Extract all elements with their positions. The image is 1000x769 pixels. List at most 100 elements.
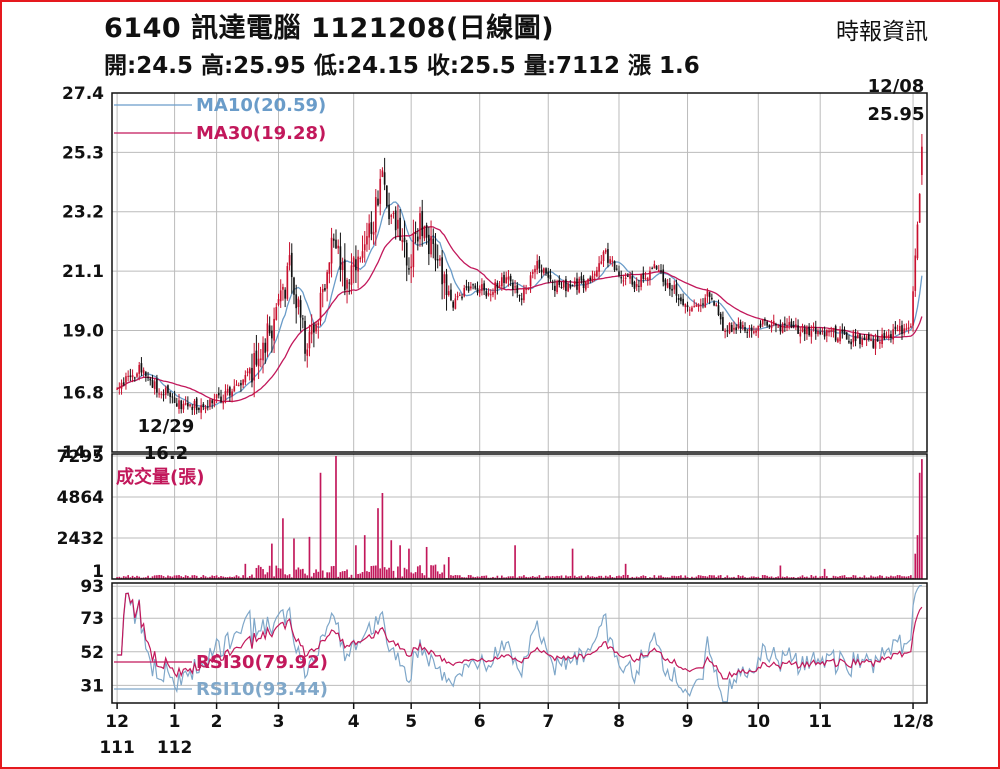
candle [819, 327, 822, 336]
volume-bar [704, 576, 707, 579]
candle [545, 267, 547, 276]
grid-layer [112, 92, 927, 703]
candle [262, 336, 264, 374]
candle [465, 279, 468, 291]
volume-bar [901, 576, 903, 579]
candle [304, 315, 306, 362]
candle [500, 272, 503, 291]
candle [253, 342, 256, 398]
candle [242, 378, 244, 389]
volume-bar [525, 576, 527, 579]
volume-bar [764, 575, 766, 579]
volume-bar [527, 577, 530, 579]
candle [576, 272, 578, 295]
volume-bar [819, 576, 822, 579]
candle [615, 264, 618, 271]
candle [578, 276, 581, 294]
candle [346, 277, 348, 304]
candle [335, 229, 337, 249]
candle [867, 332, 870, 342]
candle [907, 320, 910, 334]
volume-bar [430, 565, 432, 579]
volume-bar [790, 577, 793, 579]
volume-bar [576, 577, 578, 579]
candle [507, 270, 510, 287]
volume-bar [825, 576, 828, 579]
volume-bar [127, 575, 129, 579]
volume-bar [894, 576, 897, 579]
candle [430, 220, 432, 258]
volume-bar [867, 577, 870, 579]
candle [589, 275, 592, 284]
volume-bar [660, 575, 662, 579]
candle [330, 227, 333, 278]
candle [273, 307, 275, 354]
volume-bar [770, 576, 773, 579]
candle [881, 327, 883, 348]
volume-bar [386, 569, 388, 579]
candle [538, 256, 541, 274]
volume-bar [160, 575, 163, 579]
candle [405, 239, 408, 282]
candle [432, 228, 435, 259]
volume-bar [439, 573, 441, 579]
candle [850, 338, 852, 350]
candle [631, 270, 634, 287]
volume-bar [708, 574, 711, 579]
x-year-label: 112 [157, 738, 193, 758]
volume-panel [111, 453, 928, 580]
volume-bar [266, 572, 269, 579]
volume-bar [315, 569, 317, 579]
candle [739, 319, 742, 334]
volume-bar [136, 575, 138, 579]
candle [357, 249, 359, 289]
volume-bar [204, 576, 207, 579]
volume-bar [374, 565, 377, 579]
candle [523, 284, 525, 303]
candle [288, 242, 291, 271]
candle [837, 337, 839, 343]
candle [401, 228, 404, 251]
candle [277, 293, 280, 307]
volume-bar [231, 577, 233, 579]
candle [461, 293, 463, 301]
volume-bar [626, 574, 629, 579]
candle [286, 262, 289, 301]
volume-bar [184, 575, 187, 579]
candle [206, 399, 209, 411]
candle [164, 385, 167, 399]
candle [118, 382, 121, 395]
candle [918, 193, 921, 224]
x-tick-label: 8 [613, 712, 625, 732]
rsi-legend-label: RSI30(79.92) [196, 652, 328, 673]
volume-bar [390, 540, 393, 579]
x-tick-label: 4 [348, 712, 360, 732]
volume-bar [355, 545, 357, 579]
candle [724, 328, 726, 339]
candle [173, 390, 176, 404]
candle [434, 233, 437, 272]
volume-bar [268, 565, 271, 579]
price-tick-label: 19.0 [62, 321, 104, 341]
volume-bar [335, 456, 337, 579]
volume-bar [189, 577, 191, 579]
volume-bar [206, 577, 209, 579]
volume-bar [478, 576, 481, 579]
x-tick-label: 1 [169, 712, 181, 732]
candle [901, 320, 903, 340]
candle [505, 271, 508, 284]
candle [715, 302, 718, 307]
candle [839, 326, 841, 345]
candle [870, 333, 872, 342]
volume-bar [755, 577, 757, 579]
volume-bar [319, 472, 322, 579]
volume-bar [133, 577, 136, 579]
x-tick-label: 3 [273, 712, 285, 732]
volume-bar [671, 575, 673, 579]
price-tick-label: 21.1 [62, 262, 104, 282]
candle [682, 293, 684, 307]
volume-bar [699, 575, 702, 579]
tick-labels: 27.425.323.221.119.016.814.712 1 2 3 4 5 6 7 8 9 1… [57, 84, 934, 758]
x-tick-label: 9 [682, 712, 694, 732]
candle [702, 298, 704, 309]
